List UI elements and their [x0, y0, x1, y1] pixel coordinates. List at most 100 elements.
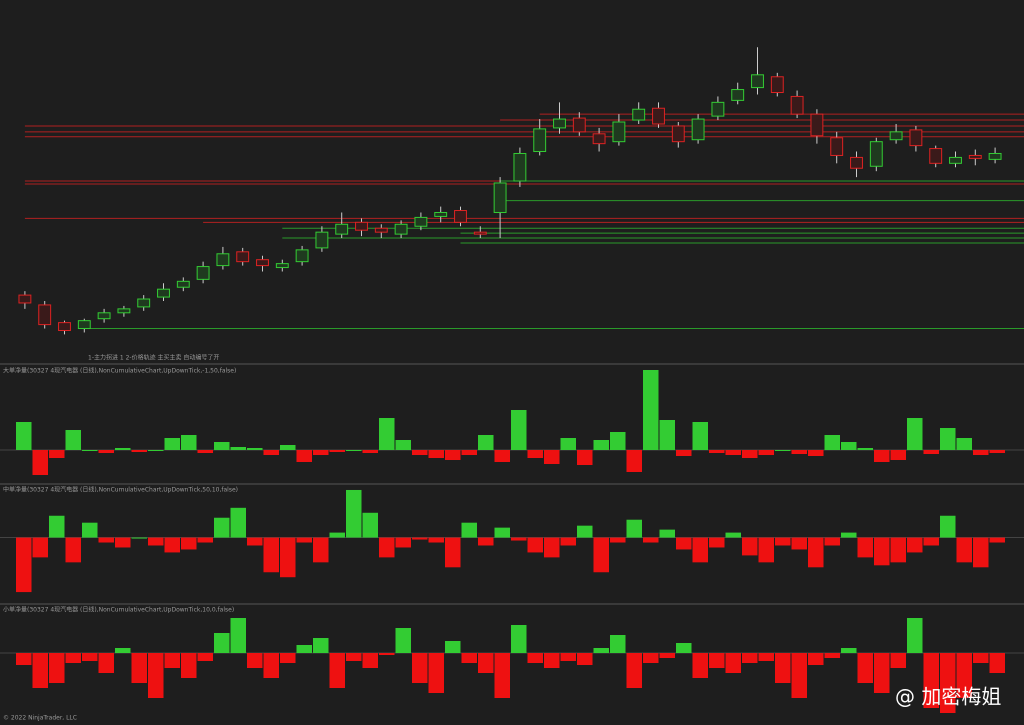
bar [379, 653, 395, 655]
bar [214, 517, 230, 538]
candle-body [731, 89, 745, 101]
candle-body [216, 253, 230, 267]
bar [16, 537, 32, 593]
bar [395, 537, 411, 548]
candle-body [38, 304, 52, 326]
candle-body [810, 113, 824, 137]
candle-body [394, 223, 408, 235]
panel-title: 大单净量(30327 4现汽电器 (日线),NonCumulativeChart… [3, 367, 236, 375]
bar [428, 537, 444, 543]
bar [956, 537, 972, 563]
bar [791, 537, 807, 550]
bar [329, 450, 345, 452]
bar [32, 653, 48, 688]
candle-body [988, 152, 1002, 160]
bar [131, 450, 147, 452]
bar [791, 450, 807, 454]
bar [494, 653, 510, 698]
candle-body [335, 223, 349, 235]
bar [197, 653, 213, 661]
bar [296, 645, 312, 653]
bar [709, 537, 725, 548]
bar [593, 648, 609, 653]
bar [164, 438, 180, 450]
candle-body [355, 221, 368, 231]
bar [725, 450, 741, 455]
bar [98, 537, 114, 543]
candle-body [236, 251, 250, 263]
bar [362, 512, 378, 538]
candle-body [117, 308, 131, 314]
bar [65, 653, 81, 663]
bar [445, 450, 461, 460]
bar [412, 450, 428, 455]
bar [758, 653, 774, 661]
bar [329, 532, 345, 538]
bar [98, 450, 114, 453]
candle-body [612, 121, 626, 143]
bar [494, 527, 510, 538]
candle-body [196, 266, 210, 280]
bar [709, 450, 725, 453]
bar [956, 438, 972, 450]
bar [659, 653, 675, 658]
bar [379, 418, 395, 450]
bar [395, 628, 411, 653]
bar [98, 653, 114, 673]
bar [412, 653, 428, 683]
bar [511, 625, 527, 653]
bar [32, 537, 48, 558]
bar [742, 653, 758, 663]
bar [775, 537, 791, 546]
bar [65, 430, 81, 450]
bar [197, 537, 213, 543]
bar [49, 450, 65, 458]
bar [164, 653, 180, 668]
bar [428, 450, 444, 458]
bar [923, 537, 939, 546]
bar [824, 537, 840, 546]
candle-body [315, 231, 329, 249]
bar [973, 653, 989, 663]
bar [511, 410, 527, 450]
bar [643, 370, 659, 450]
bar [923, 653, 939, 708]
bar [181, 653, 197, 678]
bar [296, 450, 312, 462]
candle-body [869, 141, 883, 167]
bar [874, 537, 890, 566]
candle-body [256, 259, 269, 267]
panel-title: 1-主力拐进 1 2-价格轨迹 主买主卖 自动编号了开 [88, 354, 219, 362]
bar [346, 489, 362, 538]
bar [907, 418, 923, 450]
bar [989, 653, 1005, 673]
bar [214, 633, 230, 653]
candle-body [275, 263, 289, 269]
candle-body [830, 137, 844, 156]
bar [461, 653, 477, 663]
bar [461, 450, 477, 455]
candle-body [632, 108, 646, 121]
bar [577, 450, 593, 465]
candle-body [176, 280, 190, 288]
bar [890, 450, 906, 460]
bar [263, 537, 279, 573]
watermark: @ 加密梅姐 [895, 685, 1001, 709]
candle-body [770, 76, 784, 94]
bar [214, 442, 230, 450]
candle-body [691, 118, 705, 141]
bar [32, 450, 48, 475]
bar [181, 537, 197, 550]
bar [49, 515, 65, 538]
bar [626, 519, 642, 538]
bar [857, 448, 873, 450]
bar [692, 422, 708, 450]
bar [296, 537, 312, 543]
candle-body [850, 156, 863, 169]
bar [313, 537, 329, 563]
bar [841, 442, 857, 450]
bar [659, 529, 675, 538]
bar [857, 653, 873, 683]
bar [626, 450, 642, 472]
